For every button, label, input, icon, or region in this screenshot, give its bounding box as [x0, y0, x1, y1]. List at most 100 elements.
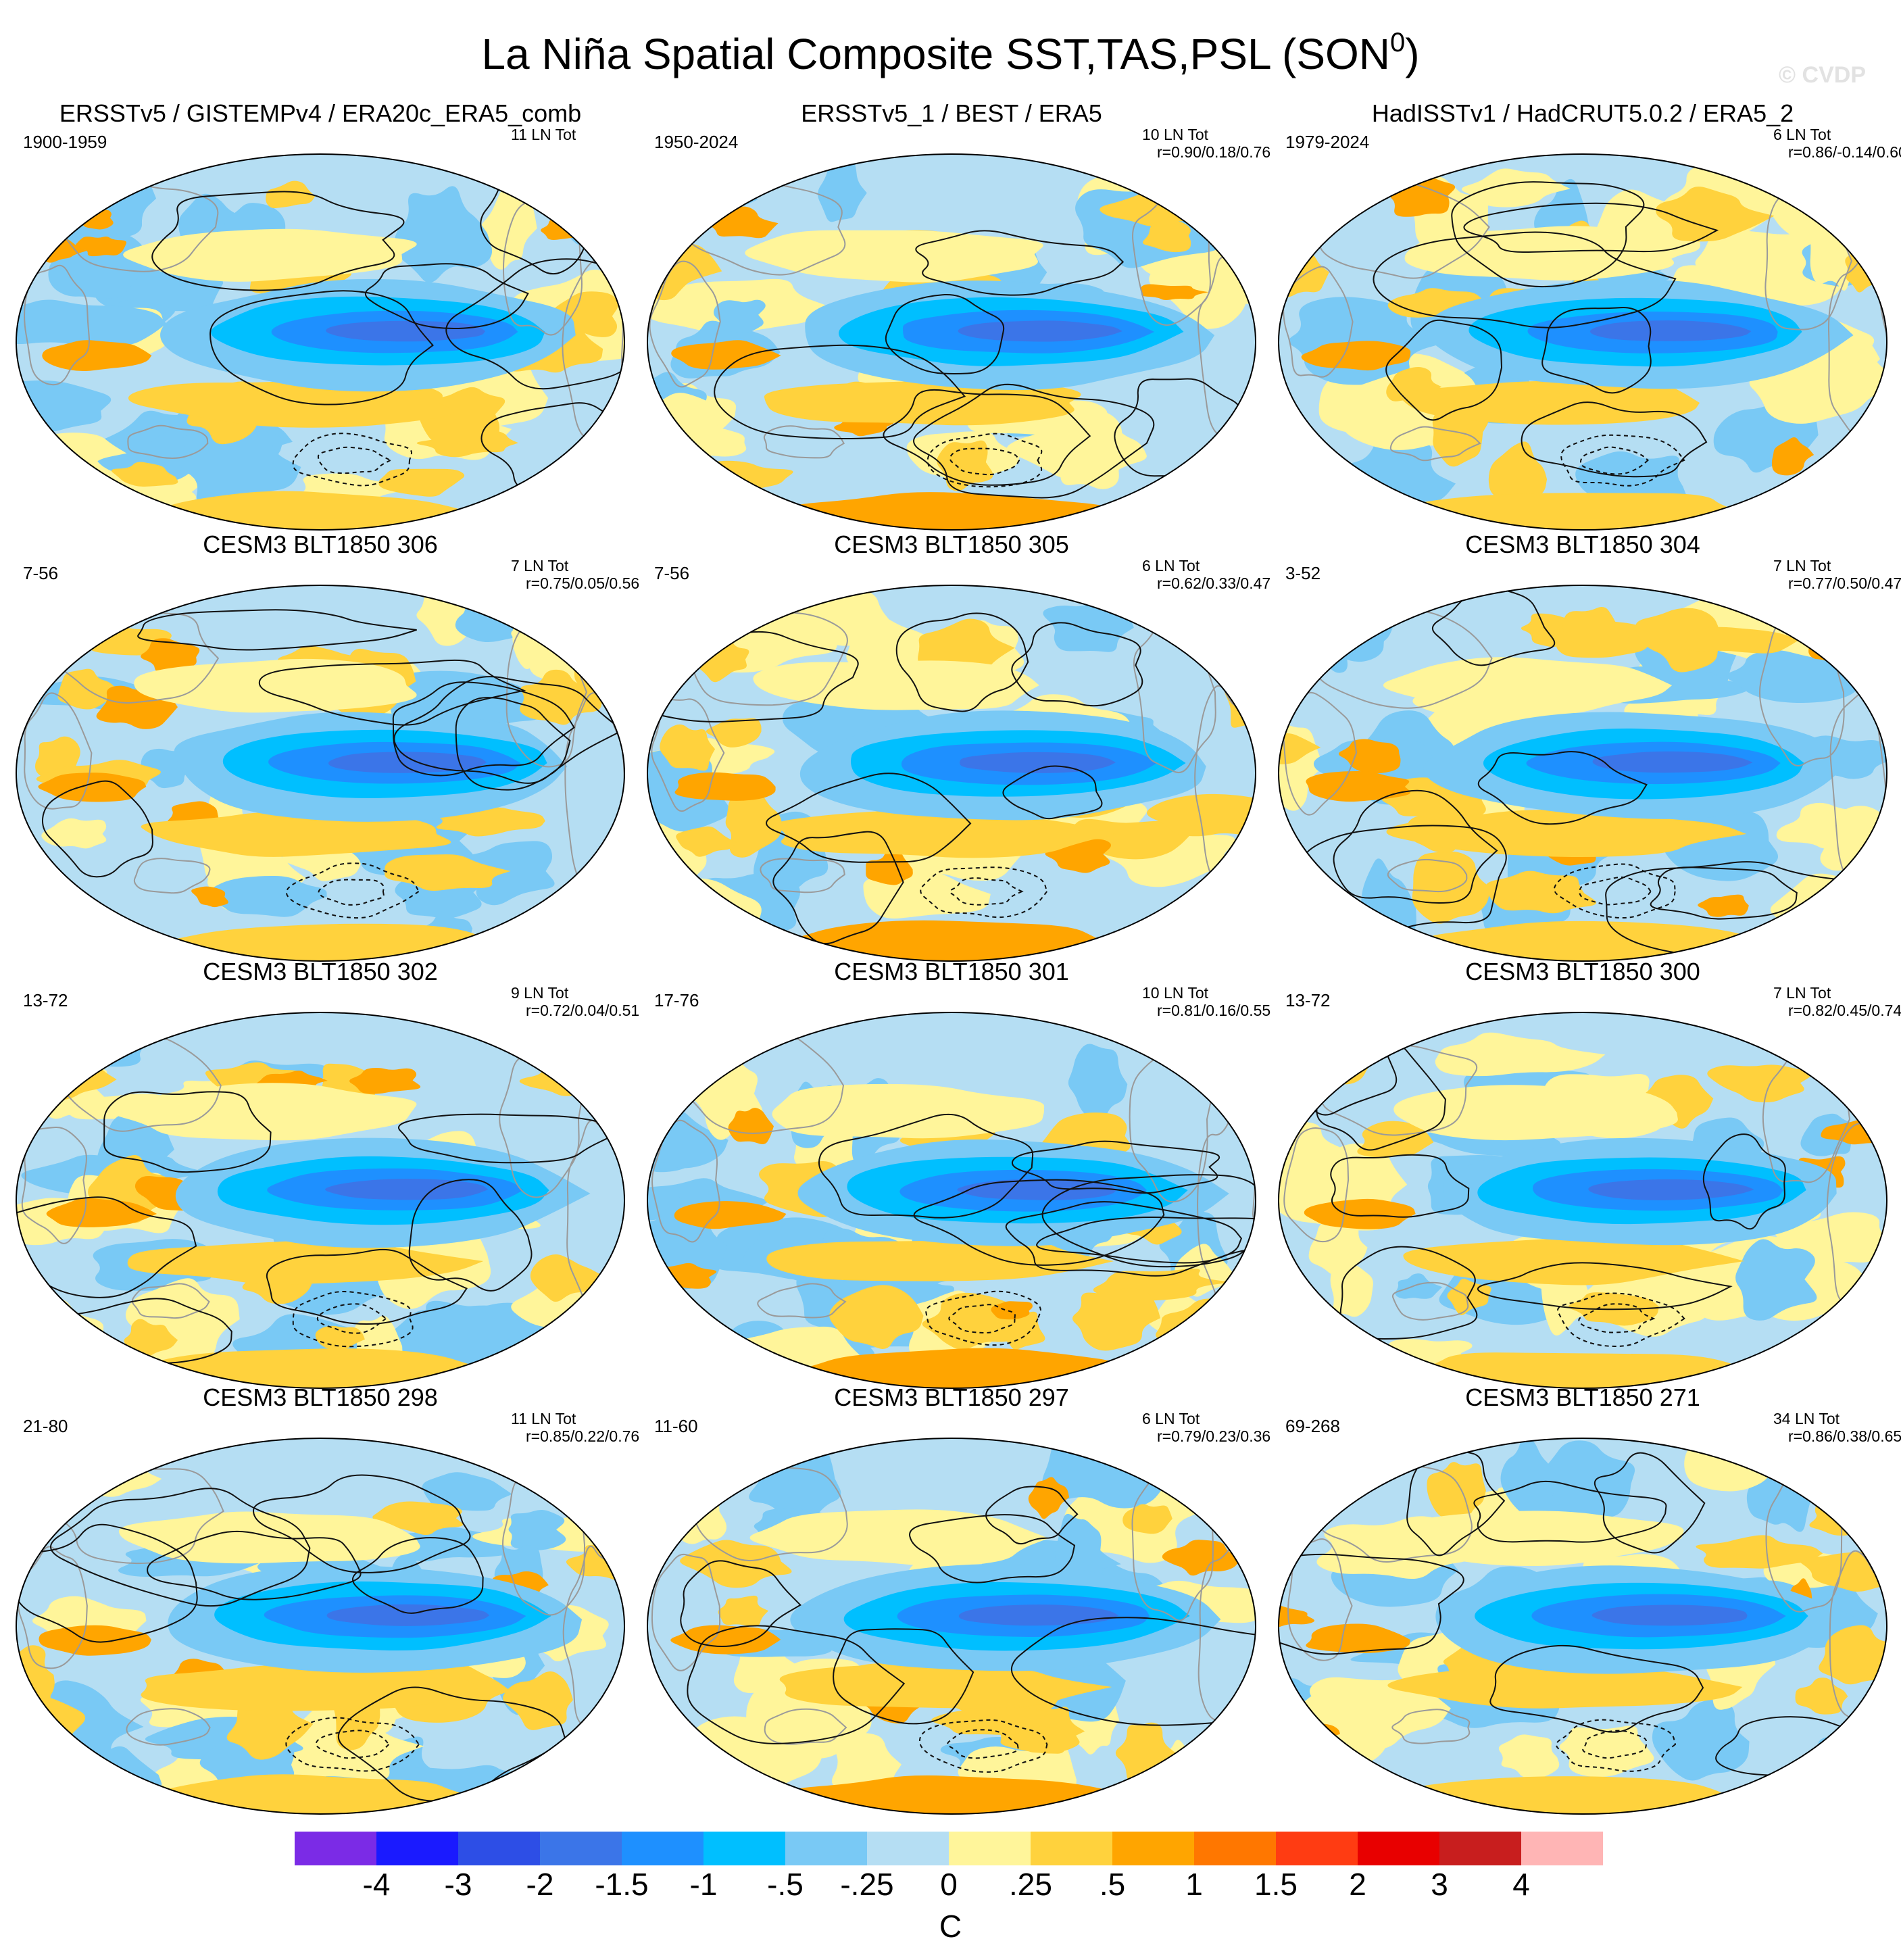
- psl-contour-negative: [948, 1304, 1016, 1334]
- panel-years: 11-60: [654, 1416, 698, 1436]
- anomaly-patch: [48, 220, 154, 299]
- warm-anomaly-patch: [1868, 1523, 1887, 1537]
- psl-contour-positive: [258, 659, 526, 726]
- anomaly-patch: [394, 186, 493, 283]
- psl-contour-positive: [1489, 1644, 1704, 1733]
- map-panel: CESM3 BLT1850 305 7-56 6 LN Tot r=0.62/0.33…: [641, 530, 1270, 962]
- psl-contour-positive: [1541, 306, 1652, 394]
- southern-ocean-band: [148, 1348, 514, 1388]
- warm-anomaly-patch: [1412, 851, 1490, 924]
- cold-tongue-peak: [326, 1604, 490, 1626]
- map-panel: CESM3 BLT1850 300 13-72 7 LN Tot r=0.82/0.4…: [1272, 957, 1901, 1389]
- psl-contour-negative: [949, 447, 1020, 476]
- psl-contour-positive: [397, 1113, 612, 1164]
- cold-tongue-peak: [1591, 1604, 1748, 1626]
- psl-contour-positive: [364, 263, 529, 329]
- map-border: [1277, 1438, 1888, 1815]
- psl-contour-negative: [1579, 876, 1652, 906]
- coastline: [649, 260, 721, 388]
- south-pacific-warm-band: [1386, 809, 1747, 857]
- psl-contour-positive: [393, 676, 624, 784]
- panel-pattern-correlation: r=0.82/0.45/0.74: [1788, 1002, 1901, 1019]
- panel-stats: 7 LN Tot r=0.82/0.45/0.74: [1773, 984, 1901, 1019]
- coastline: [21, 1126, 87, 1244]
- panel-title: CESM3 BLT1850 305: [834, 531, 1069, 558]
- psl-contour-positive: [1005, 1201, 1243, 1277]
- psl-contour-positive: [408, 1179, 533, 1292]
- maritime-continent-warm: [1306, 1623, 1410, 1653]
- robinson-map: [15, 153, 626, 531]
- psl-contour-positive: [16, 1523, 198, 1643]
- colorbar-swatch: [949, 1832, 1031, 1865]
- panel-event-count: 7 LN Tot: [511, 557, 569, 574]
- psl-contour-negative: [947, 1729, 1019, 1759]
- psl-contour-positive: [266, 1248, 468, 1325]
- panel-title: CESM3 BLT1850 302: [203, 958, 438, 985]
- robinson-map: [646, 1438, 1257, 1815]
- cold-tongue-peak: [1589, 320, 1752, 341]
- panel-stats: 6 LN Tot r=0.62/0.33/0.47: [1142, 557, 1270, 592]
- warm-anomaly-patch: [191, 886, 228, 908]
- map-border: [646, 1438, 1257, 1815]
- anomaly-patch: [1652, 1699, 1750, 1781]
- colorbar-swatch: [1521, 1832, 1603, 1865]
- psl-contour-positive: [985, 1486, 1079, 1545]
- cold-tongue-peak: [1592, 751, 1753, 773]
- north-pacific-warm-band: [1383, 657, 1673, 716]
- warm-anomaly-patch: [1162, 1540, 1239, 1576]
- panel-stats: 10 LN Tot r=0.90/0.18/0.76: [1142, 126, 1270, 161]
- southern-ocean-band: [1401, 1352, 1750, 1388]
- psl-contour-positive: [50, 1488, 311, 1607]
- coastline: [1391, 1709, 1471, 1744]
- southern-ocean-band: [762, 920, 1118, 961]
- map-border: [15, 585, 626, 962]
- map-panel: ERSSTv5 / GISTEMPv4 / ERA20c_ERA5_comb 19…: [9, 99, 631, 531]
- panel-event-count: 9 LN Tot: [511, 984, 569, 1002]
- figure-title-text: La Niña Spatial Composite SST,TAS,PSL (S…: [481, 30, 1390, 78]
- south-pacific-warm-band: [764, 380, 1081, 426]
- warm-anomaly-patch: [676, 826, 737, 857]
- panel-stats: 11 LN Tot: [511, 126, 576, 143]
- psl-contour-positive: [41, 780, 153, 878]
- anomaly-patch: [1746, 1441, 1814, 1532]
- panel-title: HadISSTv1 / HadCRUT5.0.2 / ERA5_2: [1371, 99, 1794, 127]
- panel-event-count: 7 LN Tot: [1773, 557, 1831, 574]
- panel-stats: 10 LN Tot r=0.81/0.16/0.55: [1142, 984, 1270, 1019]
- panel-pattern-correlation: r=0.86/0.38/0.65: [1788, 1427, 1901, 1445]
- panel-stats: 6 LN Tot r=0.79/0.23/0.36: [1142, 1410, 1270, 1445]
- psl-contour-positive: [687, 1625, 906, 1744]
- psl-contour-positive: [913, 1179, 1165, 1266]
- colorbar-tick-label: 2: [1349, 1867, 1366, 1902]
- cold-tongue-peak: [958, 320, 1122, 342]
- north-pacific-warm-band: [749, 1509, 1049, 1567]
- panel-event-count: 6 LN Tot: [1773, 126, 1831, 143]
- anomaly-patch: [1559, 1725, 1654, 1778]
- colorbar-swatch: [703, 1832, 786, 1865]
- anomaly-patch: [647, 749, 730, 832]
- robinson-map: [15, 585, 626, 962]
- robinson-map: [646, 153, 1257, 531]
- panel-years: 7-56: [23, 563, 59, 583]
- panel-event-count: 34 LN Tot: [1773, 1410, 1840, 1427]
- psl-contour-negative: [918, 1719, 1048, 1773]
- north-pacific-warm-band: [134, 658, 417, 713]
- coastline: [133, 858, 211, 894]
- psl-contour-negative: [920, 866, 1048, 918]
- map-panel: HadISSTv1 / HadCRUT5.0.2 / ERA5_2 1979-20…: [1272, 99, 1901, 531]
- warm-anomaly-patch: [1771, 437, 1814, 476]
- panel-years: 13-72: [23, 990, 68, 1010]
- panel-pattern-correlation: r=0.81/0.16/0.55: [1157, 1002, 1271, 1019]
- panel-years: 1900-1959: [23, 132, 107, 152]
- psl-contour-positive: [337, 1686, 567, 1803]
- panel-pattern-correlation: r=0.77/0.50/0.47: [1788, 574, 1901, 592]
- psl-contour-positive: [1339, 1246, 1478, 1340]
- robinson-map: [646, 1012, 1257, 1389]
- psl-contour-positive: [1279, 1553, 1464, 1655]
- psl-contour-positive: [909, 1514, 1076, 1584]
- psl-contour-negative: [1554, 863, 1676, 919]
- coastline: [651, 698, 725, 812]
- anomaly-patch: [16, 299, 167, 347]
- anomaly-patch: [556, 891, 603, 941]
- warm-anomaly-patch: [718, 1595, 769, 1627]
- warm-anomaly-patch: [725, 790, 783, 858]
